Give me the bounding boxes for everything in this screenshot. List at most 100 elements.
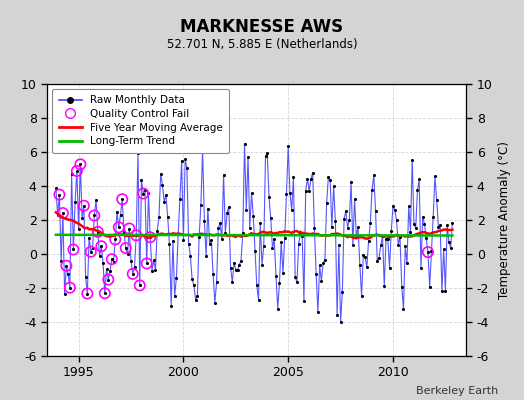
Point	[111, 236, 119, 243]
Point	[139, 190, 147, 197]
Point	[143, 260, 151, 267]
Point	[202, 252, 210, 259]
Point	[389, 203, 397, 209]
Point	[443, 222, 451, 228]
Point	[251, 247, 259, 254]
Point	[90, 212, 99, 219]
Point	[413, 187, 422, 193]
Point	[225, 204, 233, 210]
Point	[324, 174, 333, 180]
Point	[74, 226, 83, 232]
Point	[298, 232, 307, 239]
Point	[179, 237, 188, 243]
Point	[176, 196, 184, 202]
Point	[242, 207, 250, 213]
Point	[314, 309, 322, 315]
Point	[137, 177, 146, 184]
Point	[354, 224, 362, 231]
Point	[420, 220, 429, 227]
Point	[217, 235, 226, 242]
Point	[301, 188, 310, 194]
Point	[102, 266, 111, 272]
Point	[232, 267, 240, 274]
Point	[101, 290, 109, 296]
Point	[136, 282, 144, 289]
Point	[307, 176, 315, 182]
Point	[261, 153, 270, 160]
Point	[310, 225, 319, 231]
Point	[375, 254, 383, 261]
Point	[120, 229, 128, 236]
Point	[183, 165, 191, 172]
Point	[226, 265, 235, 271]
Point	[158, 182, 167, 188]
Point	[211, 300, 219, 306]
Point	[153, 227, 161, 234]
Point	[246, 224, 254, 231]
Point	[55, 191, 63, 198]
Point	[342, 208, 350, 214]
Point	[195, 234, 203, 240]
Point	[163, 214, 172, 220]
Point	[434, 224, 443, 230]
Point	[69, 246, 78, 253]
Point	[284, 143, 292, 150]
Point	[62, 262, 71, 269]
Point	[66, 284, 74, 291]
Point	[265, 194, 273, 200]
Point	[165, 241, 173, 248]
Point	[289, 174, 298, 180]
Point	[366, 220, 375, 227]
Point	[422, 235, 430, 242]
Point	[363, 264, 371, 270]
Point	[392, 217, 401, 224]
Point	[204, 205, 212, 212]
Point	[348, 242, 357, 248]
Point	[419, 214, 427, 220]
Point	[167, 302, 176, 309]
Point	[216, 220, 224, 227]
Point	[411, 225, 420, 231]
Point	[134, 149, 142, 156]
Point	[207, 237, 215, 243]
Point	[104, 276, 113, 283]
Point	[127, 258, 135, 264]
Point	[149, 257, 158, 263]
Point	[238, 230, 247, 236]
Point	[340, 216, 348, 222]
Point	[86, 248, 95, 255]
Point	[294, 241, 303, 247]
Point	[303, 176, 312, 182]
Point	[196, 202, 205, 209]
Point	[136, 282, 144, 289]
Point	[146, 234, 155, 240]
Point	[288, 207, 296, 214]
Point	[351, 196, 359, 202]
Point	[309, 169, 317, 176]
Point	[272, 272, 280, 279]
Point	[343, 224, 352, 231]
Point	[275, 280, 283, 286]
Point	[369, 172, 378, 178]
Point	[405, 203, 413, 210]
Point	[321, 257, 329, 263]
Text: 52.701 N, 5.885 E (Netherlands): 52.701 N, 5.885 E (Netherlands)	[167, 38, 357, 51]
Point	[122, 245, 130, 251]
Point	[305, 188, 313, 194]
Point	[125, 225, 134, 232]
Point	[111, 236, 119, 243]
Point	[368, 186, 376, 193]
Point	[186, 252, 194, 259]
Point	[123, 251, 132, 257]
Point	[128, 271, 137, 277]
Point	[76, 161, 84, 168]
Point	[85, 234, 93, 241]
Point	[438, 288, 446, 294]
Point	[291, 274, 299, 280]
Point	[237, 257, 245, 264]
Point	[73, 168, 81, 174]
Point	[282, 191, 291, 197]
Point	[53, 212, 62, 218]
Point	[172, 274, 181, 281]
Point	[387, 228, 396, 234]
